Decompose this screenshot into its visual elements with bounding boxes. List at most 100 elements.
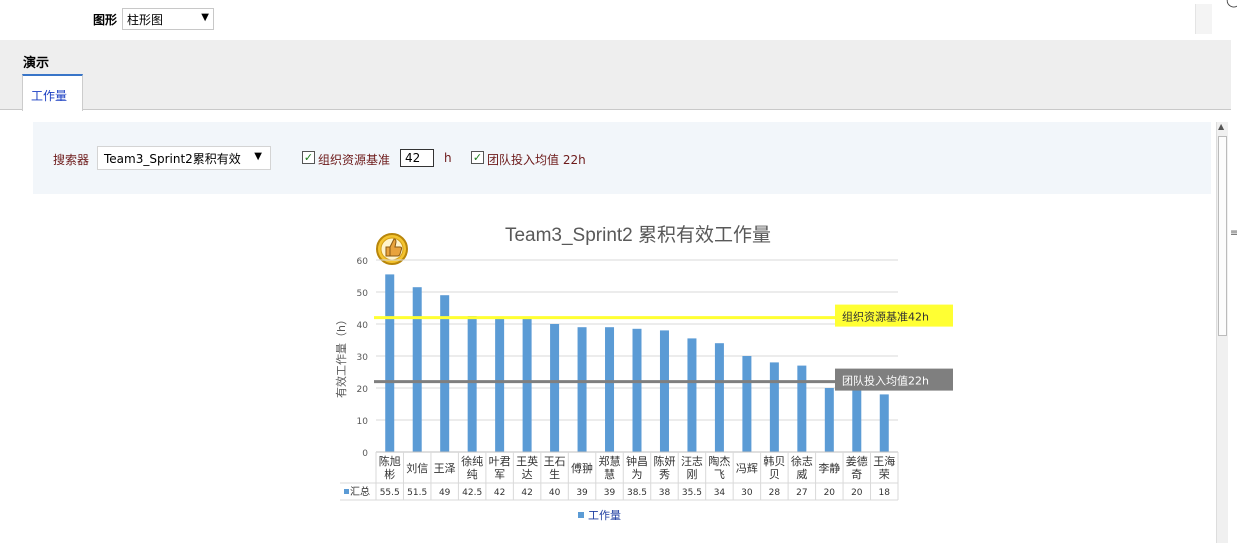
reference-label-box — [835, 304, 953, 327]
chevron-down-icon: ▼ — [254, 151, 262, 162]
chart-type-value: 柱形图 — [127, 13, 164, 27]
y-tick-label: 60 — [357, 257, 369, 267]
data-table-layer: 汇总 55.5 51.5 49 42.5 42 42 40 39 39 38.5 38 35.5 34 30… — [340, 482, 898, 501]
bar — [522, 317, 532, 452]
chart-type-label: 图形 — [93, 13, 118, 27]
x-tick-label: 郑慧慧 — [599, 454, 621, 481]
x-tick-label: 陈妍秀 — [653, 454, 675, 481]
table-value: 42 — [494, 488, 505, 498]
y-tick-label: 20 — [357, 385, 369, 395]
x-tick-label: 徐志威 — [791, 454, 813, 481]
bar — [797, 365, 807, 452]
chevron-down-icon: ▼ — [201, 12, 209, 23]
legend-label: 工作量 — [588, 509, 621, 522]
table-value: 51.5 — [407, 488, 427, 498]
baseline-unit: h — [444, 151, 452, 165]
table-value: 27 — [796, 488, 807, 498]
tab-workload-label: 工作量 — [31, 89, 68, 103]
scroll-up-icon[interactable]: ▲ — [1218, 122, 1225, 131]
table-value: 20 — [851, 488, 863, 498]
y-tick-label: 30 — [357, 353, 369, 363]
x-tick-label: 陶杰飞 — [708, 454, 730, 481]
baseline-input[interactable] — [400, 149, 434, 167]
table-value: 55.5 — [380, 488, 400, 498]
team-avg-checkbox-label: 团队投入均值 22h — [487, 153, 586, 167]
table-value: 34 — [714, 488, 726, 498]
bar — [550, 324, 560, 452]
y-tick-label: 0 — [362, 449, 368, 459]
reference-label: 组织资源基准42h — [842, 310, 929, 324]
bar — [852, 388, 862, 452]
table-value: 30 — [741, 488, 753, 498]
x-tick-label: 陈旭彬 — [379, 454, 401, 481]
x-tick-label: 冯辉 — [736, 462, 758, 475]
reference-lines-layer: 组织资源基准42h 团队投入均值22h — [374, 304, 953, 391]
baseline-checkbox[interactable]: ✓ — [302, 151, 315, 164]
demo-header: 演示 工作量 — [0, 40, 1231, 111]
bar — [714, 343, 724, 452]
reference-label-box — [835, 368, 953, 391]
table-value: 40 — [549, 488, 561, 498]
x-tick-label: 王英达 — [516, 454, 538, 481]
bar — [824, 388, 834, 452]
bar — [577, 327, 587, 452]
tab-workload[interactable]: 工作量 — [22, 74, 83, 111]
legend-layer: 工作量 — [578, 509, 621, 522]
thumbs-up-icon — [376, 233, 408, 265]
searcher-value: Team3_Sprint2累积有效 — [104, 152, 241, 166]
bar — [742, 356, 752, 452]
y-tick-label: 10 — [357, 417, 369, 427]
bar — [440, 295, 450, 452]
x-tick-label: 傅翀 — [571, 461, 593, 475]
x-tick-label: 李静 — [818, 461, 840, 475]
x-tick-label: 汪志刚 — [681, 455, 703, 481]
y-tick-label: 40 — [357, 321, 369, 331]
table-row-label: 汇总 — [350, 485, 370, 498]
table-swatch — [344, 489, 349, 494]
y-axis-label: 有效工作量（h） — [334, 314, 348, 398]
searcher-select[interactable]: Team3_Sprint2累积有效 ▼ — [97, 146, 271, 170]
bar — [385, 274, 395, 452]
bar — [495, 317, 505, 452]
y-tick-label: 50 — [357, 289, 369, 299]
bar — [467, 316, 477, 452]
table-value: 18 — [879, 488, 891, 498]
table-value: 20 — [824, 488, 836, 498]
table-value: 38 — [659, 488, 671, 498]
bar — [687, 338, 697, 452]
side-handle-icon[interactable]: ≡ — [1230, 228, 1237, 239]
scrollbar-thumb[interactable] — [1218, 136, 1227, 336]
legend-swatch — [578, 512, 584, 518]
bar — [605, 327, 615, 452]
x-tick-label: 刘信 — [406, 462, 428, 475]
toolbar-right-panel — [1195, 4, 1212, 34]
chart-type-select[interactable]: 柱形图 ▼ — [122, 8, 214, 30]
check-icon: ✓ — [303, 151, 314, 164]
bar — [632, 328, 642, 452]
table-value: 42.5 — [462, 488, 482, 498]
bar — [659, 330, 669, 452]
table-value: 35.5 — [682, 488, 702, 498]
table-value: 49 — [439, 488, 451, 498]
team-avg-checkbox[interactable]: ✓ — [471, 151, 484, 164]
searcher-label: 搜索器 — [53, 153, 90, 167]
table-value: 42 — [521, 488, 532, 498]
grid-layer: 0 10 20 30 40 50 60 — [357, 257, 898, 459]
check-icon: ✓ — [472, 151, 483, 164]
vertical-scrollbar[interactable]: ▲ — [1216, 122, 1228, 543]
top-toolbar: 图形 柱形图 ▼ — [0, 0, 1212, 40]
x-tick-label: 王海荣 — [873, 454, 895, 481]
page-title: 演示 — [23, 56, 50, 71]
table-value: 38.5 — [627, 488, 647, 498]
filter-bar: 搜索器 Team3_Sprint2累积有效 ▼ ✓ 组织资源基准 h ✓ 团队投… — [33, 122, 1211, 194]
x-tick-label: 姜德奇 — [846, 454, 868, 481]
x-tick-label: 钟昌为 — [626, 454, 648, 481]
x-tick-label: 徐纯纯 — [461, 454, 483, 481]
bar — [769, 362, 779, 452]
x-tick-label: 韩贝贝 — [763, 454, 785, 481]
bar-chart: Team3_Sprint2 累积有效工作量 有效工作量（h） 0 10 20 30 40… — [334, 224, 953, 522]
x-tick-label: 王石生 — [544, 455, 566, 481]
bar — [879, 394, 889, 452]
